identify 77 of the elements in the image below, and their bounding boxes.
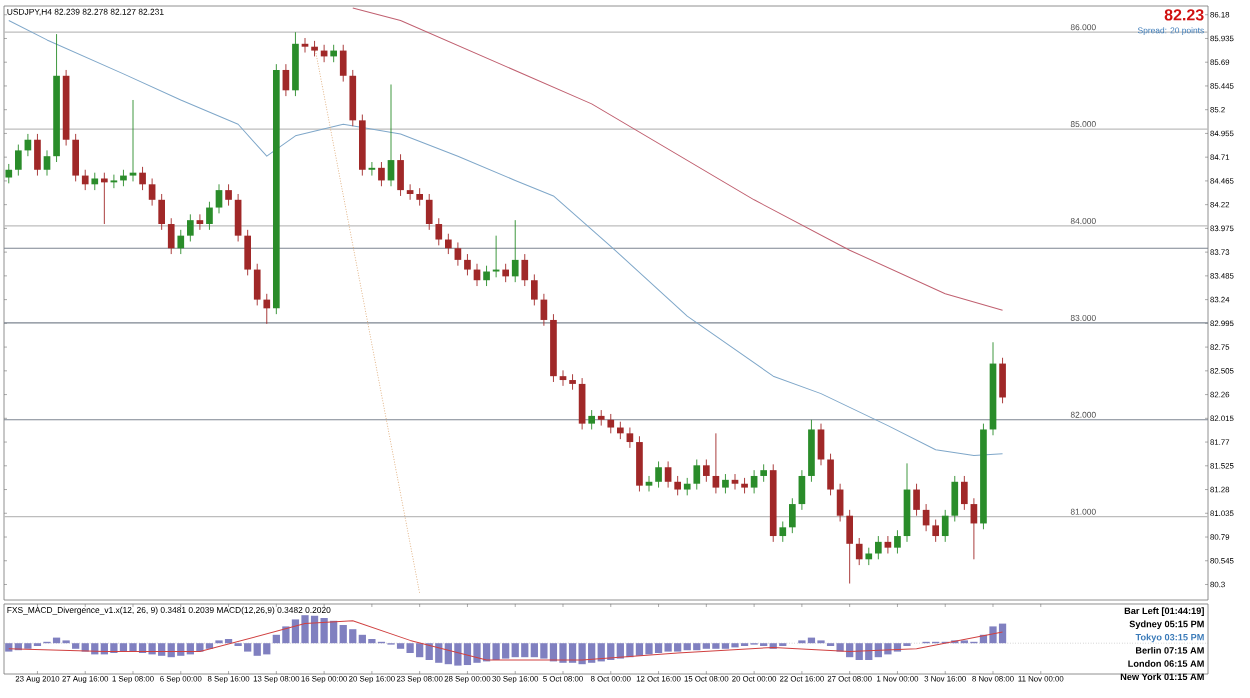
candlestick bbox=[961, 475, 968, 511]
candlestick bbox=[703, 459, 710, 483]
candlestick bbox=[789, 497, 796, 534]
candlestick bbox=[712, 432, 720, 494]
candlestick bbox=[167, 217, 175, 255]
candlestick bbox=[454, 241, 462, 267]
candlestick bbox=[655, 460, 662, 489]
candlestick bbox=[894, 529, 901, 554]
candlestick bbox=[875, 535, 882, 560]
candlestick bbox=[5, 163, 13, 184]
candlestick bbox=[215, 183, 223, 214]
candlestick bbox=[827, 453, 834, 496]
candlestick bbox=[397, 153, 404, 197]
candlestick bbox=[722, 473, 729, 494]
candlestick bbox=[693, 459, 701, 490]
candlestick bbox=[234, 193, 242, 242]
candlestick bbox=[731, 473, 739, 490]
candlestick bbox=[521, 253, 529, 287]
candlestick bbox=[339, 44, 347, 83]
candlestick bbox=[636, 435, 643, 492]
line-series bbox=[8, 20, 1004, 457]
candlestick bbox=[129, 99, 137, 182]
candlestick bbox=[817, 423, 825, 466]
candlestick bbox=[139, 166, 146, 191]
candlestick bbox=[502, 263, 510, 283]
candlestick bbox=[884, 535, 892, 554]
candlestick bbox=[578, 377, 586, 430]
candlestick bbox=[511, 219, 519, 283]
candlestick bbox=[435, 217, 443, 246]
candlestick bbox=[445, 233, 452, 255]
candlestick bbox=[645, 475, 653, 492]
candlestick bbox=[559, 369, 567, 387]
candlestick bbox=[158, 193, 166, 231]
candlestick bbox=[607, 413, 615, 434]
candlestick bbox=[999, 357, 1006, 404]
candlestick bbox=[81, 169, 89, 191]
candlestick bbox=[378, 161, 385, 187]
candlestick bbox=[263, 293, 271, 325]
candlestick bbox=[779, 521, 787, 543]
candlestick bbox=[110, 174, 118, 189]
candlestick bbox=[932, 519, 940, 543]
candlestick bbox=[148, 178, 156, 207]
candlestick bbox=[425, 193, 433, 231]
candlestick bbox=[483, 265, 490, 287]
candlestick bbox=[750, 469, 758, 494]
candlestick bbox=[253, 263, 261, 306]
candlestick bbox=[664, 460, 672, 489]
candlestick bbox=[492, 235, 500, 278]
candlestick bbox=[101, 172, 108, 225]
candlestick bbox=[941, 509, 949, 543]
candlestick bbox=[588, 409, 596, 430]
candlestick bbox=[406, 183, 414, 201]
candlestick bbox=[206, 201, 213, 231]
candlestick bbox=[368, 161, 376, 177]
candlestick bbox=[626, 427, 634, 449]
candlestick bbox=[674, 475, 682, 496]
candlestick bbox=[846, 509, 854, 584]
candlestick bbox=[34, 133, 41, 177]
candlestick bbox=[855, 537, 863, 566]
candlestick bbox=[244, 229, 252, 276]
candlestick bbox=[301, 37, 309, 53]
candlestick bbox=[349, 69, 357, 127]
candlestick bbox=[531, 273, 538, 306]
candlestick bbox=[72, 133, 80, 182]
line-series bbox=[352, 7, 1004, 311]
candlestick bbox=[464, 253, 471, 276]
candlestick bbox=[187, 213, 194, 242]
candlestick bbox=[15, 144, 22, 177]
candlestick bbox=[43, 149, 51, 177]
candlestick bbox=[808, 419, 815, 483]
candlestick bbox=[292, 31, 299, 97]
annotation: 82.23 bbox=[1164, 9, 1204, 21]
candlestick bbox=[196, 213, 204, 231]
candlestick bbox=[913, 483, 920, 517]
candlestick bbox=[951, 475, 959, 522]
candlestick bbox=[177, 229, 185, 255]
candlestick bbox=[225, 183, 232, 207]
